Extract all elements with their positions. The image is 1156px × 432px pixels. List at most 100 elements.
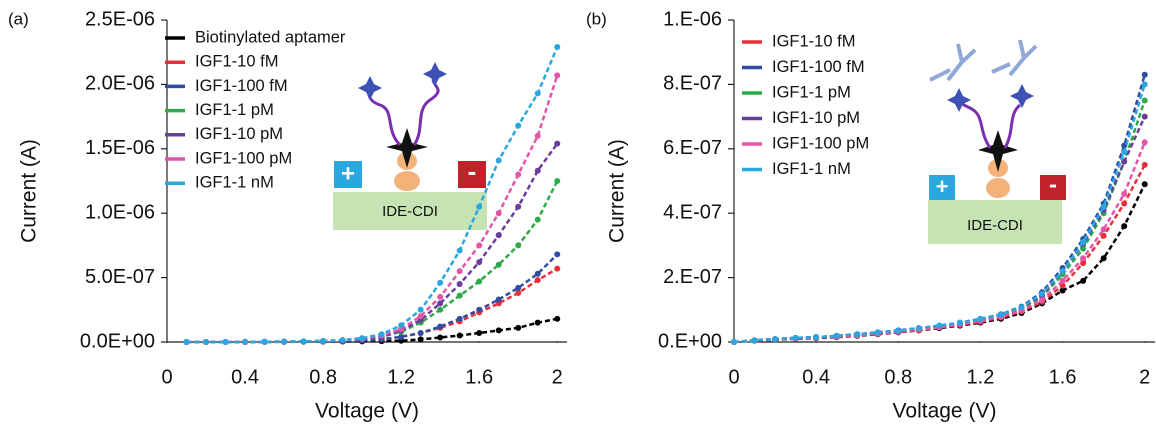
plus-sign: + — [341, 160, 355, 187]
data-point — [936, 322, 943, 329]
data-point — [183, 339, 190, 345]
data-point — [242, 338, 249, 345]
data-point — [476, 203, 483, 210]
data-point — [534, 270, 541, 277]
data-point — [515, 324, 522, 331]
inset-diagram: IDE-CDI + - — [333, 62, 487, 230]
data-point — [456, 292, 463, 299]
igf1 — [358, 76, 382, 100]
legend-label: IGF1-100 pM — [195, 149, 292, 167]
data-point — [456, 281, 463, 288]
legend-label: IGF1-10 fM — [772, 32, 855, 50]
data-point — [1141, 161, 1148, 168]
legend-label: IGF1-10 pM — [195, 125, 283, 143]
electrode — [928, 200, 1062, 244]
data-point — [1141, 81, 1148, 88]
data-point — [359, 335, 366, 342]
data-point — [437, 293, 444, 300]
panel-label: (b) — [586, 9, 607, 28]
data-point — [437, 323, 444, 330]
series-line — [733, 84, 1146, 344]
minus-sign: - — [468, 156, 477, 186]
data-point — [772, 336, 779, 343]
data-point — [554, 315, 561, 322]
data-point — [534, 132, 541, 139]
data-point — [456, 268, 463, 275]
y-tick-label: 6.E-07 — [663, 137, 722, 159]
data-point — [515, 122, 522, 129]
electrode — [333, 192, 487, 230]
data-point — [977, 316, 984, 323]
data-point — [874, 329, 881, 336]
data-point — [456, 315, 463, 322]
antibody — [991, 39, 1038, 77]
legend-label: IGF1-100 fM — [772, 58, 865, 76]
legend-label: IGF1-1 pM — [195, 101, 274, 119]
x-tick-label: 1.2 — [387, 366, 415, 388]
legend-label: Biotinylated aptamer — [195, 28, 346, 46]
data-point — [515, 242, 522, 249]
data-point — [476, 306, 483, 313]
series-line — [186, 317, 558, 344]
data-point — [731, 339, 737, 345]
minus-sign: - — [1049, 171, 1057, 198]
data-point — [1080, 239, 1087, 246]
data-point — [437, 300, 444, 307]
data-point — [956, 319, 963, 326]
data-point — [476, 278, 483, 285]
data-point — [495, 232, 502, 239]
data-point — [281, 338, 288, 345]
y-tick-label: 0.E+00 — [658, 330, 722, 352]
data-point — [1141, 181, 1148, 188]
data-point — [495, 210, 502, 217]
data-point — [534, 277, 541, 284]
data-point — [1141, 97, 1148, 104]
data-point — [1100, 255, 1107, 262]
plus-box — [334, 161, 362, 188]
data-point — [534, 319, 541, 326]
aptamer — [366, 90, 402, 147]
legend-label: IGF1-100 fM — [195, 77, 288, 95]
data-point — [476, 242, 483, 249]
x-tick-label: 2 — [1139, 366, 1150, 388]
data-point — [1141, 71, 1148, 78]
biotin — [386, 128, 428, 168]
data-point — [1100, 203, 1107, 210]
x-tick-label: 0 — [161, 366, 172, 388]
y-tick-label: 0.0E+00 — [80, 330, 155, 352]
data-point — [1100, 226, 1107, 233]
data-point — [1121, 200, 1128, 207]
data-point — [1100, 232, 1107, 239]
antibody — [929, 43, 977, 82]
data-point — [833, 332, 840, 339]
data-point — [1059, 268, 1066, 275]
aptamer — [956, 99, 992, 149]
data-point — [456, 247, 463, 254]
data-point — [515, 284, 522, 291]
data-point — [1039, 297, 1046, 304]
data-point — [515, 171, 522, 178]
data-point — [495, 327, 502, 334]
x-tick-label: 1.2 — [967, 366, 995, 388]
igf1 — [423, 62, 447, 86]
data-point — [1059, 277, 1066, 284]
data-point — [554, 251, 561, 258]
data-point — [300, 338, 307, 345]
series-line — [186, 46, 559, 344]
legend-label: IGF1-10 fM — [195, 53, 278, 71]
data-point — [476, 329, 483, 336]
data-point — [417, 336, 424, 343]
data-point — [751, 337, 758, 344]
data-point — [554, 178, 561, 184]
y-axis-title: Current (A) — [18, 139, 41, 243]
plus-box — [929, 175, 955, 200]
x-tick-label: 0.4 — [802, 366, 830, 388]
legend-label: IGF1-1 nM — [772, 160, 851, 178]
inset-label: IDE-CDI — [967, 217, 1023, 234]
data-point — [495, 157, 502, 164]
data-point — [1141, 139, 1148, 146]
data-point — [515, 290, 522, 297]
data-point — [534, 90, 541, 97]
data-point — [534, 167, 541, 174]
data-point — [515, 203, 522, 210]
